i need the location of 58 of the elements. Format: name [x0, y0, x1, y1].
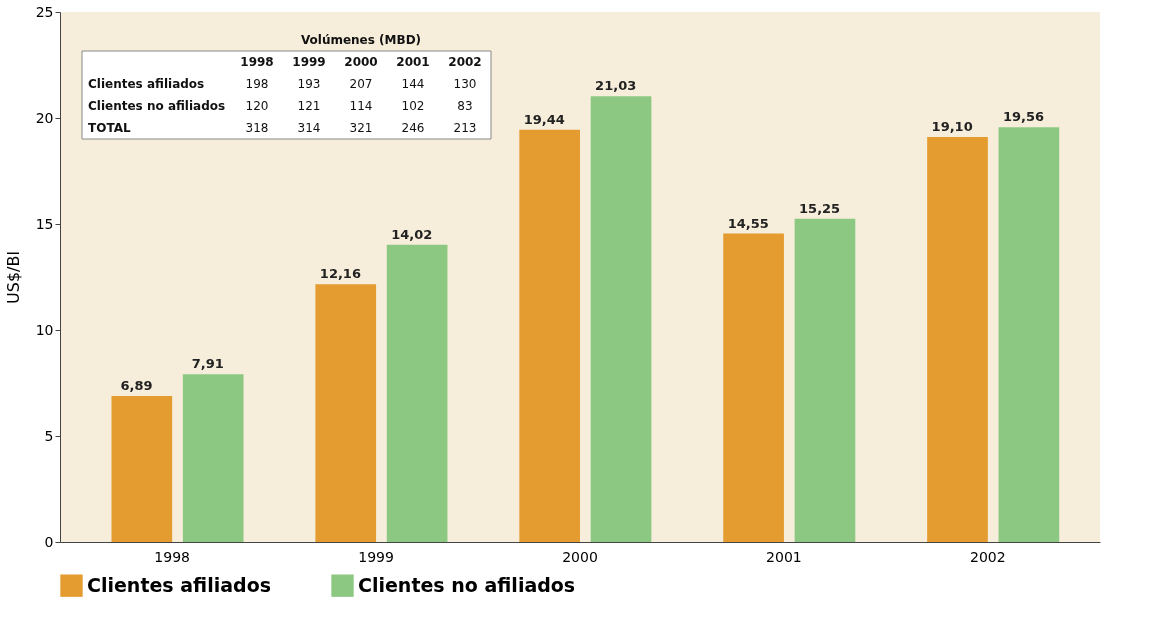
annotation: TOTAL [88, 121, 131, 135]
annotation: 2001 [396, 55, 430, 69]
bar [519, 129, 580, 542]
annotation: 83 [457, 99, 473, 113]
x-tick-label: 2001 [766, 548, 802, 565]
bar [386, 244, 448, 542]
annotation: 207 [349, 77, 373, 91]
annotation: 321 [349, 121, 373, 135]
bar [590, 96, 652, 542]
annotation: 213 [453, 121, 477, 135]
bar [927, 137, 988, 542]
x-tick-label: 2000 [562, 548, 598, 565]
data-label: 19,56 [1002, 109, 1045, 125]
annotation: 1998 [240, 55, 274, 69]
data-label: 19,10 [931, 119, 973, 135]
annotation: 1999 [292, 55, 326, 69]
annotation: 193 [297, 77, 321, 91]
data-label: 14,02 [391, 226, 433, 242]
bar [794, 218, 856, 542]
data-label: 19,44 [523, 111, 565, 127]
annotation: 102 [401, 99, 425, 113]
y-axis-title: US$/Bl [3, 251, 23, 304]
annotation: 114 [349, 99, 373, 113]
annotation: Clientes no afiliados [88, 99, 226, 113]
annotation: 120 [245, 99, 269, 113]
x-tick-label: 1999 [358, 548, 394, 565]
y-tick-label: 25 [35, 3, 54, 20]
bar [998, 127, 1060, 542]
data-label: 6,89 [120, 377, 153, 393]
bar [315, 284, 377, 542]
legend-label: Clientes no afiliados [358, 573, 576, 596]
annotation: Volúmenes (MBD) [300, 33, 422, 47]
annotation: 318 [245, 121, 269, 135]
data-label: 21,03 [595, 78, 637, 94]
y-tick-label: 20 [35, 109, 54, 126]
annotation: Clientes afiliados [88, 77, 205, 91]
x-tick-label: 1998 [154, 548, 190, 565]
y-tick-label: 15 [35, 215, 54, 232]
bar [723, 233, 784, 542]
annotation: 2000 [344, 55, 378, 69]
annotation: 198 [245, 77, 269, 91]
data-label: 12,16 [319, 266, 361, 282]
data-label: 15,25 [799, 200, 841, 216]
bar [111, 395, 173, 542]
y-tick-label: 10 [35, 321, 54, 338]
annotation: 121 [297, 99, 321, 113]
annotation: 130 [453, 77, 477, 91]
x-tick-label: 2002 [970, 548, 1006, 565]
annotation: 2002 [448, 55, 482, 69]
data-label: 14,55 [727, 215, 769, 231]
y-tick-label: 5 [44, 427, 54, 444]
annotation: 246 [401, 121, 425, 135]
annotation: 144 [401, 77, 425, 91]
legend-label: Clientes afiliados [87, 573, 271, 596]
y-tick-label: 0 [44, 533, 54, 550]
data-label: 7,91 [191, 356, 224, 372]
annotation: 314 [297, 121, 321, 135]
bar [182, 374, 244, 542]
